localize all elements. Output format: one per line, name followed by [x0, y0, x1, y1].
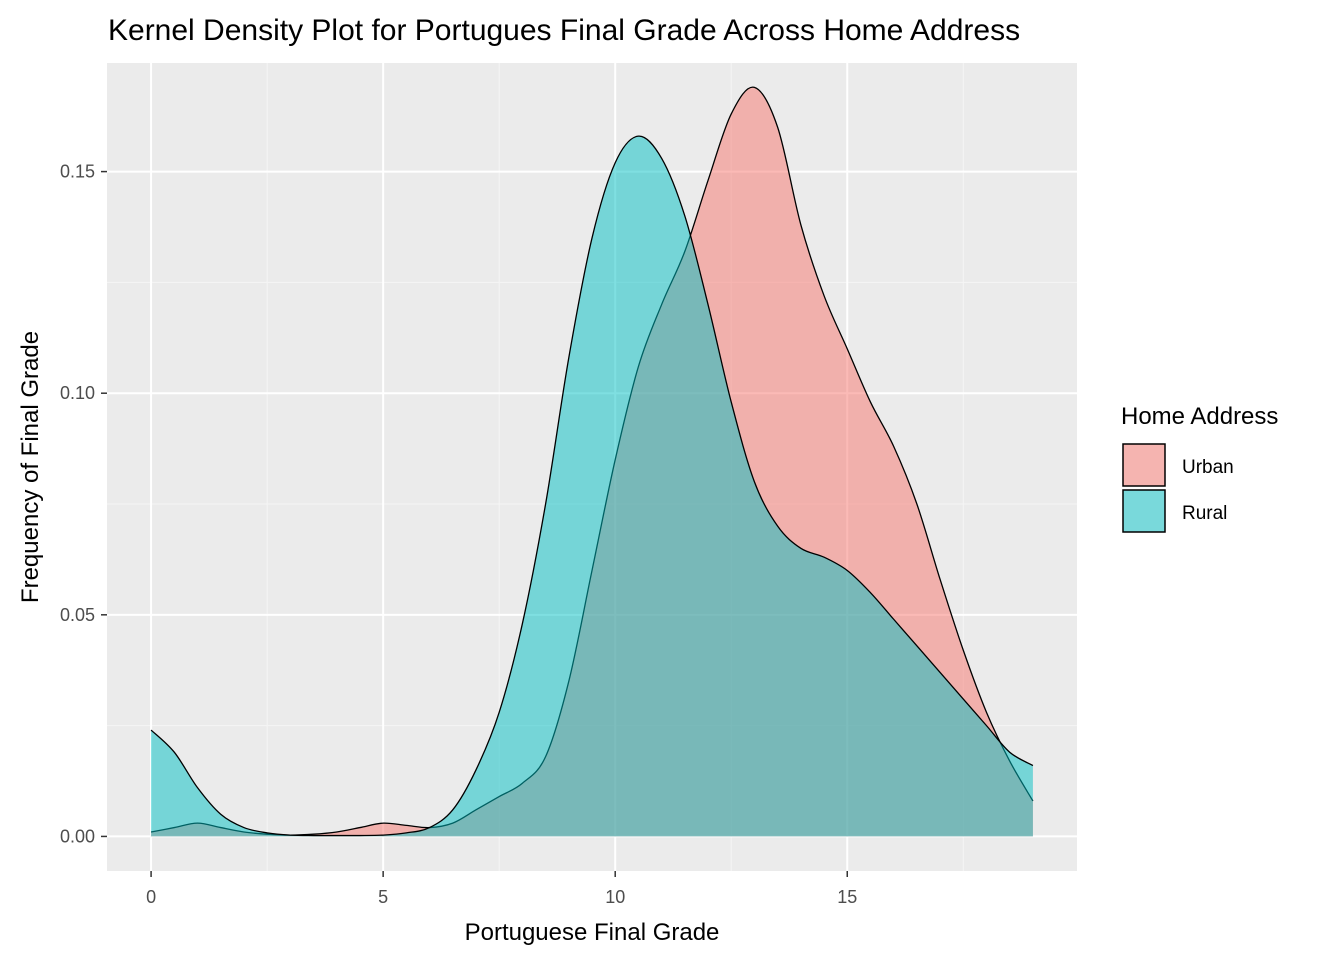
y-tick-label: 0.15 [60, 162, 95, 182]
x-tick-label: 10 [605, 887, 625, 907]
legend-title: Home Address [1121, 403, 1278, 430]
density-area-rural [151, 136, 1033, 837]
x-axis-title: Portuguese Final Grade [465, 919, 720, 946]
legend: Home Address Urban Rural [1121, 403, 1278, 533]
y-axis-title: Frequency of Final Grade [17, 331, 44, 603]
x-tick-label: 15 [837, 887, 857, 907]
legend-key-rural [1122, 489, 1166, 533]
y-tick-label: 0.05 [60, 605, 95, 625]
y-axis: 0.00 0.05 0.10 0.15 [60, 162, 107, 846]
x-tick-label: 0 [146, 887, 156, 907]
density-areas [150, 86, 1034, 837]
x-tick-label: 5 [378, 887, 388, 907]
legend-label-rural: Rural [1182, 503, 1227, 524]
y-tick-label: 0.10 [60, 383, 95, 403]
legend-label-urban: Urban [1182, 457, 1234, 478]
legend-key-urban [1122, 443, 1166, 487]
y-tick-label: 0.00 [60, 826, 95, 846]
x-axis: 0 5 10 15 [146, 871, 857, 907]
density-line-rural [150, 135, 1034, 837]
chart-title: Kernel Density Plot for Portugues Final … [108, 14, 1020, 47]
